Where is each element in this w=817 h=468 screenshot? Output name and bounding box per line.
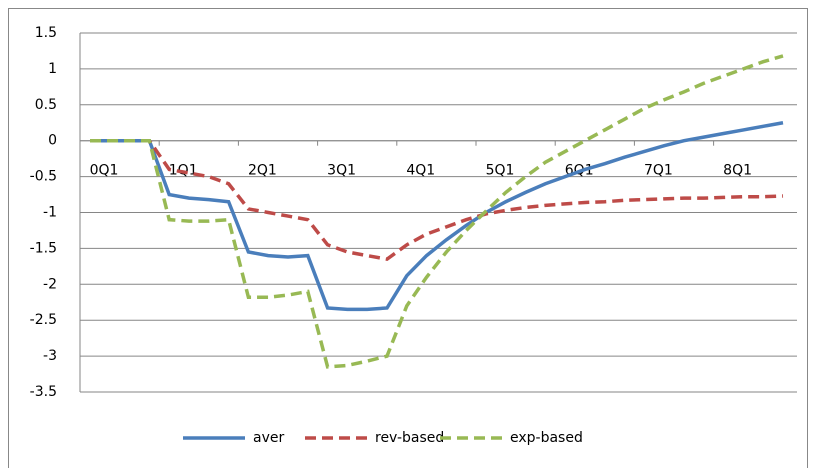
y-tick-label: -3.5 — [30, 384, 57, 400]
x-tick-label: 0Q1 — [90, 163, 119, 179]
series-line — [90, 138, 784, 262]
x-tick-label: 8Q1 — [723, 163, 752, 179]
y-tick-label: -2.5 — [30, 312, 57, 328]
y-tick-label: 0.5 — [35, 97, 57, 113]
legend-label: exp-based — [510, 430, 583, 446]
y-tick-label: 0 — [48, 133, 57, 149]
series-line — [90, 54, 784, 369]
x-tick-label: 3Q1 — [327, 163, 356, 179]
y-tick-label: -1.5 — [30, 240, 57, 256]
y-tick-label: 1 — [48, 61, 57, 77]
x-tick-label: 4Q1 — [406, 163, 435, 179]
legend-label: aver — [253, 430, 284, 446]
x-tick-label: 5Q1 — [486, 163, 515, 179]
series-line — [90, 121, 784, 312]
y-tick-label: -0.5 — [30, 169, 57, 185]
x-tick-label: 7Q1 — [644, 163, 673, 179]
x-tick-label: 2Q1 — [248, 163, 277, 179]
legend-label: rev-based — [375, 430, 444, 446]
y-tick-label: 1.5 — [35, 25, 57, 41]
y-tick-label: -1 — [43, 205, 57, 221]
chart-frame — [8, 8, 808, 468]
y-tick-label: -3 — [43, 348, 57, 364]
y-tick-label: -2 — [43, 276, 57, 292]
